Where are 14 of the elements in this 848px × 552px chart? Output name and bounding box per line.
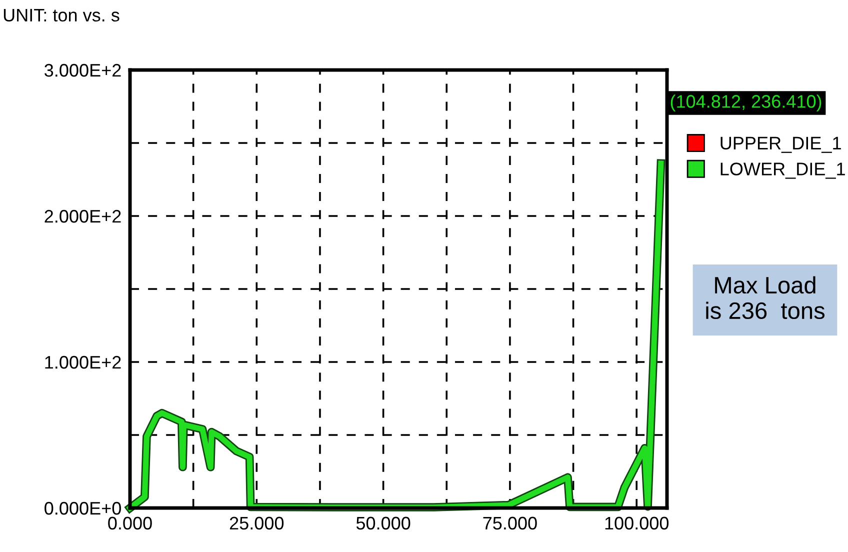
x-tick-label: 50.000 — [356, 516, 410, 530]
x-tick-label: 100.000 — [605, 516, 669, 530]
y-tick-label: 3.000E+2 — [44, 64, 121, 77]
y-tick-label: 1.000E+2 — [45, 356, 121, 369]
y-tick-label: 0.000E+0 — [44, 502, 121, 515]
legend-label: UPPER_DIE_1 — [720, 136, 841, 153]
text: (104.812, 236.410) — [670, 94, 822, 112]
chart-title: UNIT: ton vs. s — [4, 8, 120, 22]
text: Max Load is 236 tons — [706, 276, 825, 320]
x-tick-label: 25.000 — [230, 516, 284, 530]
y-tick-label: 2.000E+2 — [44, 210, 121, 223]
x-tick-label: 0.000 — [108, 516, 152, 530]
legend-label: LOWER_DIE_1 — [720, 162, 845, 179]
x-tick-label: 75.000 — [483, 516, 537, 530]
